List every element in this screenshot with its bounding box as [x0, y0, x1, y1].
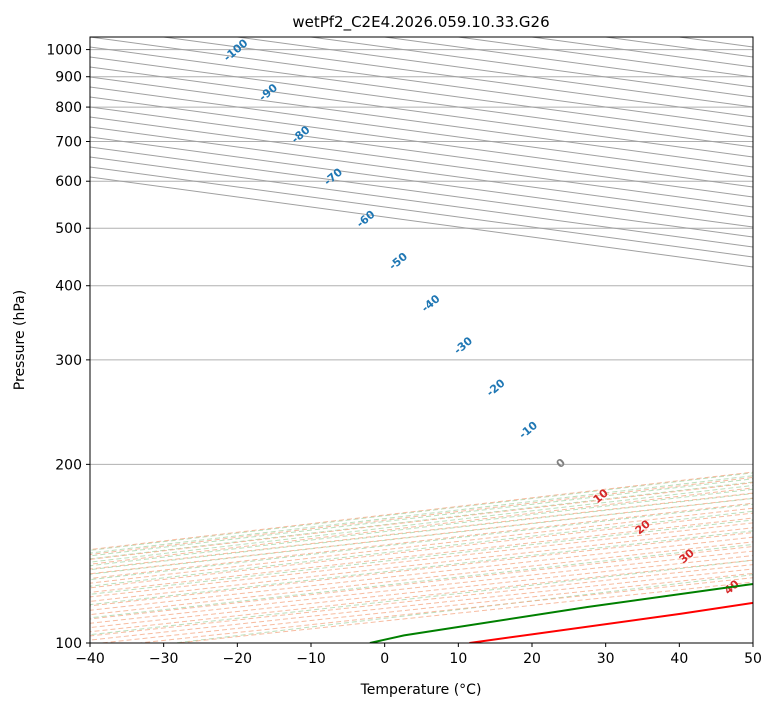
x-tick-label: −20 — [223, 651, 253, 667]
y-tick-label: 400 — [55, 279, 82, 295]
x-tick-label: 50 — [744, 651, 762, 667]
x-tick-label: −40 — [75, 651, 105, 667]
y-tick-label: 500 — [55, 221, 82, 237]
dry-adiabat — [90, 536, 753, 611]
y-tick-label: 600 — [55, 174, 82, 190]
y-tick-label: 900 — [55, 70, 82, 86]
isotherm — [90, 56, 753, 148]
isotherm — [90, 136, 753, 228]
plot-frame — [89, 36, 754, 644]
y-axis-label: Pressure (hPa) — [12, 290, 28, 390]
x-tick-label: 40 — [670, 651, 688, 667]
chart-title: wetPf2_C2E4.2026.059.10.33.G26 — [292, 13, 549, 32]
y-tick-label: 700 — [55, 134, 82, 150]
skewed-isotherms — [90, 37, 753, 268]
x-tick-label: 30 — [597, 651, 615, 667]
x-tick-label: 20 — [523, 651, 541, 667]
y-axis: 1000 900 800 700 600 500 400 300 200 100 — [46, 43, 90, 652]
y-tick-label: 800 — [55, 100, 82, 116]
isotherm — [90, 86, 753, 178]
y-tick-label: 100 — [55, 636, 82, 652]
x-tick-label: −10 — [296, 651, 326, 667]
y-tick-label: 1000 — [46, 43, 82, 59]
isotherm — [90, 66, 753, 158]
x-tick-label: −30 — [149, 651, 179, 667]
x-axis: −40 −30 −20 −10 0 10 20 30 40 50 — [75, 643, 762, 667]
x-tick-label: 10 — [449, 651, 467, 667]
isotherm — [90, 106, 753, 198]
y-tick-label: 300 — [55, 353, 82, 369]
x-axis-label: Temperature (°C) — [360, 682, 482, 698]
isotherm — [90, 96, 753, 188]
dry-adiabat — [90, 541, 753, 616]
y-tick-label: 200 — [55, 457, 82, 473]
x-tick-label: 0 — [380, 651, 389, 667]
isotherm — [90, 126, 753, 218]
dry-adiabats — [90, 471, 753, 643]
isotherm — [90, 76, 753, 168]
isotherm — [90, 116, 753, 208]
